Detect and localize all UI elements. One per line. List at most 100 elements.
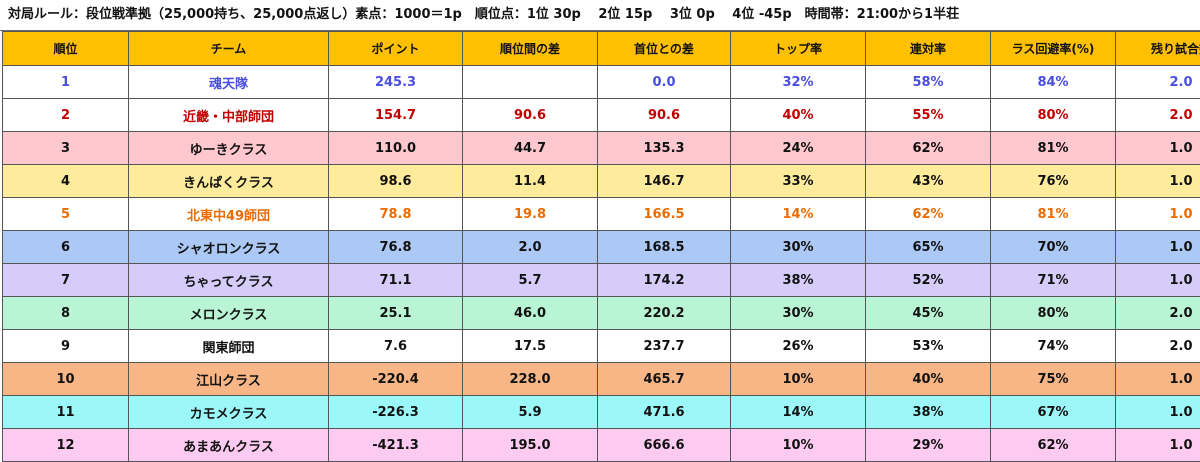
team-name-cell: 魂天隊 [129,66,329,99]
leader-diff-cell: 135.3 [598,132,731,165]
rank-diff-cell: 5.9 [463,396,598,429]
remaining-games-cell: 1.0 [1116,264,1200,297]
points-cell: 7.6 [329,330,463,363]
remaining-games-cell: 1.0 [1116,132,1200,165]
points-cell: 25.1 [329,297,463,330]
last-avoid-rate-cell: 67% [991,396,1116,429]
rank-cell: 2 [3,99,129,132]
rank-cell: 7 [3,264,129,297]
header-rank: 順位 [3,32,129,66]
remaining-games-cell: 1.0 [1116,363,1200,396]
team-name-cell: カモメクラス [129,396,329,429]
rank-cell: 9 [3,330,129,363]
points-cell: 154.7 [329,99,463,132]
points-cell: 71.1 [329,264,463,297]
rank-diff-cell: 90.6 [463,99,598,132]
team-name-cell: 江山クラス [129,363,329,396]
top-rate-cell: 10% [731,429,866,462]
rank-diff-cell: 5.7 [463,264,598,297]
rentai-rate-cell: 29% [866,429,991,462]
team-name-cell: ゆーきクラス [129,132,329,165]
last-avoid-rate-cell: 80% [991,297,1116,330]
rank-cell: 1 [3,66,129,99]
rentai-rate-cell: 38% [866,396,991,429]
top-rate-cell: 14% [731,198,866,231]
last-avoid-rate-cell: 84% [991,66,1116,99]
points-cell: 76.8 [329,231,463,264]
last-avoid-rate-cell: 76% [991,165,1116,198]
standings-table: 順位 チーム ポイント 順位間の差 首位との差 トップ率 連対率 ラス回避率(%… [2,31,1200,462]
rentai-rate-cell: 53% [866,330,991,363]
remaining-games-cell: 1.0 [1116,231,1200,264]
rentai-rate-cell: 43% [866,165,991,198]
rank-diff-cell: 228.0 [463,363,598,396]
team-name-cell: きんぱくクラス [129,165,329,198]
last-avoid-rate-cell: 80% [991,99,1116,132]
top-rate-cell: 24% [731,132,866,165]
rank-diff-cell: 2.0 [463,231,598,264]
points-cell: 110.0 [329,132,463,165]
rank-diff-cell: 44.7 [463,132,598,165]
last-avoid-rate-cell: 75% [991,363,1116,396]
remaining-games-cell: 1.0 [1116,198,1200,231]
leader-diff-cell: 0.0 [598,66,731,99]
rank-cell: 5 [3,198,129,231]
rank-diff-cell [463,66,598,99]
last-avoid-rate-cell: 74% [991,330,1116,363]
header-team: チーム [129,32,329,66]
team-name-cell: あまあんクラス [129,429,329,462]
rank-cell: 10 [3,363,129,396]
top-rate-cell: 30% [731,231,866,264]
top-rate-cell: 14% [731,396,866,429]
last-avoid-rate-cell: 71% [991,264,1116,297]
leader-diff-cell: 220.2 [598,297,731,330]
top-rate-cell: 10% [731,363,866,396]
leader-diff-cell: 166.5 [598,198,731,231]
rentai-rate-cell: 62% [866,132,991,165]
leader-diff-cell: 174.2 [598,264,731,297]
remaining-games-cell: 1.0 [1116,165,1200,198]
rank-cell: 12 [3,429,129,462]
rank-diff-cell: 19.8 [463,198,598,231]
rank-cell: 3 [3,132,129,165]
leader-diff-cell: 168.5 [598,231,731,264]
leader-diff-cell: 666.6 [598,429,731,462]
rank-cell: 6 [3,231,129,264]
points-cell: 78.8 [329,198,463,231]
remaining-games-cell: 1.0 [1116,396,1200,429]
rank-cell: 8 [3,297,129,330]
top-rate-cell: 32% [731,66,866,99]
header-top-rate: トップ率 [731,32,866,66]
last-avoid-rate-cell: 81% [991,198,1116,231]
leader-diff-cell: 146.7 [598,165,731,198]
header-rank-diff: 順位間の差 [463,32,598,66]
points-cell: -421.3 [329,429,463,462]
rentai-rate-cell: 52% [866,264,991,297]
rank-diff-cell: 195.0 [463,429,598,462]
points-cell: 245.3 [329,66,463,99]
rentai-rate-cell: 45% [866,297,991,330]
top-rate-cell: 33% [731,165,866,198]
last-avoid-rate-cell: 62% [991,429,1116,462]
rentai-rate-cell: 40% [866,363,991,396]
header-rentai-rate: 連対率 [866,32,991,66]
leader-diff-cell: 237.7 [598,330,731,363]
remaining-games-cell: 2.0 [1116,330,1200,363]
points-cell: -220.4 [329,363,463,396]
header-remaining-games: 残り試合数 [1116,32,1200,66]
top-rate-cell: 38% [731,264,866,297]
top-rate-cell: 26% [731,330,866,363]
top-rate-cell: 40% [731,99,866,132]
rentai-rate-cell: 62% [866,198,991,231]
team-name-cell: 北東中49師団 [129,198,329,231]
rentai-rate-cell: 65% [866,231,991,264]
rank-diff-cell: 46.0 [463,297,598,330]
